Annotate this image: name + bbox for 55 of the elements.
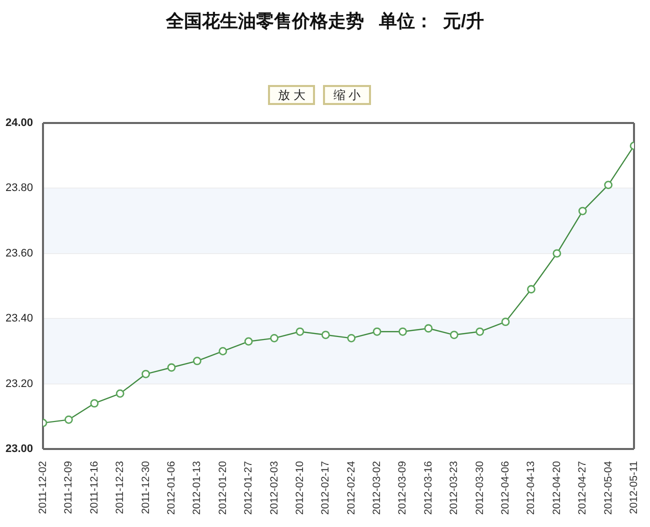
- point: [90, 399, 99, 408]
- x-tick-label: 2011-12-09: [62, 460, 75, 514]
- x-tick-label: 2012-04-06: [500, 460, 512, 515]
- x-tick-label: 2012-03-16: [422, 460, 434, 515]
- point: [398, 327, 407, 336]
- point: [270, 334, 278, 342]
- point: [372, 327, 382, 336]
- point: [321, 330, 330, 340]
- chart-title: 全国花生油零售价格走势 单位： 元/升: [164, 10, 485, 33]
- x-tick-label: 2012-03-23: [448, 460, 460, 515]
- x-tick-label: 2012-02-03: [268, 460, 280, 515]
- point: [424, 324, 433, 333]
- y-tick-label: 23.40: [5, 312, 33, 325]
- point: [347, 334, 356, 342]
- y-tick-label: 23.60: [5, 247, 33, 260]
- point: [244, 337, 253, 346]
- y-tick-label: 23.80: [5, 182, 33, 194]
- x-tick-label: 2012-05-11: [628, 460, 640, 514]
- x-tick-label: 2011-12-23: [114, 460, 126, 514]
- x-tick-label: 2012-02-10: [294, 460, 306, 515]
- x-tick-label: 2012-01-20: [216, 460, 229, 515]
- x-tick-label: 2012-04-20: [550, 460, 563, 515]
- point: [527, 285, 536, 294]
- button[interactable]: 放 大: [268, 85, 316, 105]
- x-tick-label: 2012-01-27: [242, 460, 255, 515]
- point: [142, 370, 150, 378]
- point: [578, 206, 587, 216]
- point: [296, 327, 304, 336]
- x-tick-label: 2011-12-30: [140, 460, 152, 514]
- y-tick-label: 24.00: [5, 117, 33, 129]
- point: [192, 356, 202, 366]
- x-tick-label: 2011-12-02: [37, 460, 49, 514]
- point: [501, 318, 510, 326]
- point: [64, 415, 73, 424]
- point: [450, 330, 458, 340]
- point: [116, 389, 124, 398]
- y-tick-label: 23.00: [5, 443, 33, 455]
- x-tick-label: 2012-04-13: [525, 460, 538, 515]
- x-tick-label: 2012-04-27: [576, 460, 589, 515]
- point: [167, 363, 176, 372]
- x-tick-label: 2012-03-30: [474, 460, 486, 515]
- point: [552, 249, 562, 258]
- x-tick-label: 2012-03-09: [396, 460, 409, 515]
- x-tick-label: 2012-05-04: [602, 460, 614, 515]
- x-tick-label: 2012-01-13: [191, 460, 204, 515]
- x-tick-label: 2012-01-06: [165, 460, 178, 515]
- x-tick-label: 2011-12-16: [88, 460, 100, 514]
- x-tick-label: 2012-02-24: [345, 460, 358, 515]
- point: [218, 347, 228, 356]
- point: [604, 180, 613, 190]
- button[interactable]: 缩 小: [323, 85, 371, 105]
- y-tick-label: 23.20: [5, 378, 33, 390]
- point: [476, 327, 484, 336]
- x-tick-label: 2012-03-02: [371, 460, 384, 515]
- x-tick-label: 2012-02-17: [320, 460, 332, 515]
